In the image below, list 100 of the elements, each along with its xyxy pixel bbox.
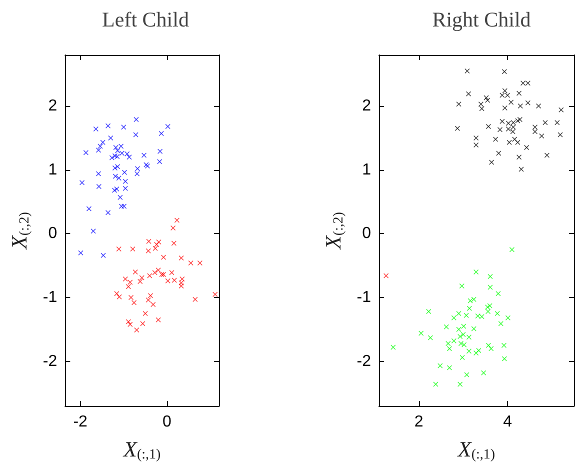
point <box>516 90 522 96</box>
y-tick-label: 0 <box>48 225 58 242</box>
point <box>502 105 508 110</box>
point <box>485 98 490 103</box>
point <box>478 102 484 107</box>
point <box>466 334 472 340</box>
point <box>133 132 138 138</box>
point <box>122 204 127 209</box>
point <box>128 280 133 285</box>
point <box>122 170 128 175</box>
point <box>475 314 480 319</box>
point <box>114 154 120 159</box>
point <box>446 346 452 352</box>
y-tick-label: 2 <box>48 98 58 115</box>
point <box>489 160 494 165</box>
point <box>458 340 464 346</box>
point <box>536 104 542 109</box>
point <box>108 135 114 140</box>
point <box>554 120 560 126</box>
point <box>148 293 154 298</box>
point <box>525 100 530 106</box>
point <box>516 154 522 160</box>
point <box>178 284 184 289</box>
point <box>471 326 476 332</box>
point <box>147 273 152 278</box>
point <box>466 348 472 354</box>
point <box>459 284 464 289</box>
y-tick-label: 1 <box>362 161 372 178</box>
point <box>78 250 84 256</box>
point <box>116 176 122 181</box>
point <box>109 155 114 160</box>
point <box>505 92 510 98</box>
point <box>520 80 526 86</box>
point <box>100 140 106 145</box>
point <box>112 174 118 179</box>
point <box>496 150 502 156</box>
point <box>479 106 484 112</box>
point <box>454 126 460 131</box>
point <box>146 238 152 244</box>
point <box>509 247 514 252</box>
point <box>178 255 184 260</box>
point <box>544 152 550 158</box>
point <box>188 260 194 266</box>
point <box>115 148 120 154</box>
point <box>466 91 472 96</box>
point <box>497 127 502 132</box>
point <box>456 310 462 316</box>
chart-title: Left Child <box>102 8 190 32</box>
point <box>124 151 130 156</box>
point <box>426 309 432 314</box>
point <box>96 184 102 189</box>
point <box>390 344 396 350</box>
point <box>532 124 538 130</box>
point <box>134 328 140 333</box>
point <box>510 124 516 130</box>
point <box>558 107 564 112</box>
point <box>542 120 548 126</box>
point <box>488 346 494 352</box>
point <box>154 242 160 248</box>
point <box>493 136 498 142</box>
point <box>502 88 508 94</box>
point <box>481 370 486 376</box>
point <box>169 270 174 276</box>
point <box>500 118 505 124</box>
point <box>121 124 126 130</box>
point <box>532 129 538 134</box>
point <box>464 372 470 378</box>
point <box>100 252 106 258</box>
point <box>106 123 111 128</box>
point <box>464 68 470 74</box>
point <box>152 270 158 276</box>
point <box>180 276 185 282</box>
point <box>461 324 466 329</box>
point <box>112 165 118 170</box>
point <box>146 248 151 254</box>
point <box>468 298 473 304</box>
point <box>500 92 505 98</box>
point <box>474 142 479 148</box>
point <box>474 350 479 356</box>
point <box>134 116 139 122</box>
point <box>192 296 198 302</box>
point <box>122 186 128 191</box>
point <box>488 274 493 279</box>
point <box>140 321 146 326</box>
point <box>157 159 162 164</box>
point <box>93 126 98 132</box>
point <box>508 100 514 105</box>
point <box>474 135 479 140</box>
point <box>122 178 128 184</box>
point <box>539 134 544 139</box>
point <box>138 279 143 284</box>
point <box>525 80 530 86</box>
point <box>451 315 456 320</box>
point <box>451 338 456 344</box>
point <box>139 275 144 280</box>
y-axis-title: X(:,2) <box>320 212 346 250</box>
point <box>496 291 501 296</box>
point <box>114 291 120 296</box>
point <box>128 322 133 327</box>
point <box>122 276 128 282</box>
